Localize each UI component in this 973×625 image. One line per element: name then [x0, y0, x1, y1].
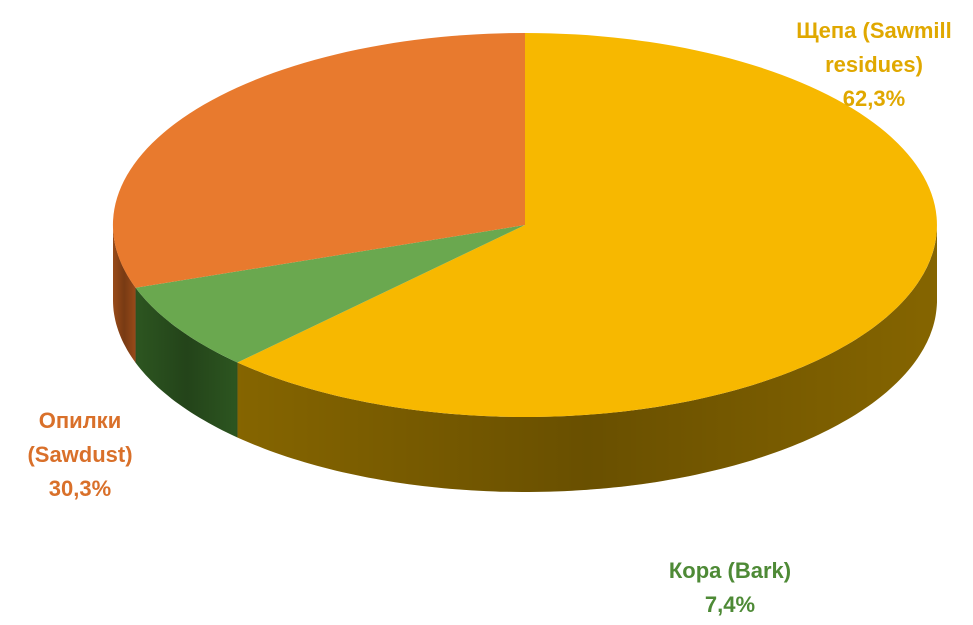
pie-sides: [113, 225, 937, 492]
data-label-value-opilki: 30,3%: [49, 476, 111, 501]
data-label-shchepa: Щепа (Sawmill residues) 62,3%: [796, 18, 952, 111]
data-label-line-shchepa-1: residues): [825, 52, 923, 77]
data-label-line-kora-0: Кора (Bark): [669, 558, 791, 583]
data-label-kora: Кора (Bark) 7,4%: [669, 558, 791, 617]
pie-tops: [112, 33, 937, 417]
data-label-line-opilki-0: Опилки: [39, 408, 121, 433]
data-label-line-shchepa-0: Щепа (Sawmill: [796, 18, 952, 43]
pie-side-shade-kora: [135, 287, 238, 438]
data-label-opilki: Опилки (Sawdust) 30,3%: [27, 408, 132, 501]
pie-side-shade-shchepa: [237, 227, 937, 492]
pie-slice-shchepa: [237, 33, 937, 417]
data-label-value-shchepa: 62,3%: [843, 86, 905, 111]
data-label-value-kora: 7,4%: [705, 592, 755, 617]
pie-slice-opilki: [112, 33, 525, 288]
pie-side-shade-opilki: [113, 225, 136, 363]
pie-labels: Щепа (Sawmill residues) 62,3% Кора (Bark) 7,…: [27, 18, 951, 617]
pie-slice-kora: [135, 225, 525, 363]
data-label-line-opilki-1: (Sawdust): [27, 442, 132, 467]
